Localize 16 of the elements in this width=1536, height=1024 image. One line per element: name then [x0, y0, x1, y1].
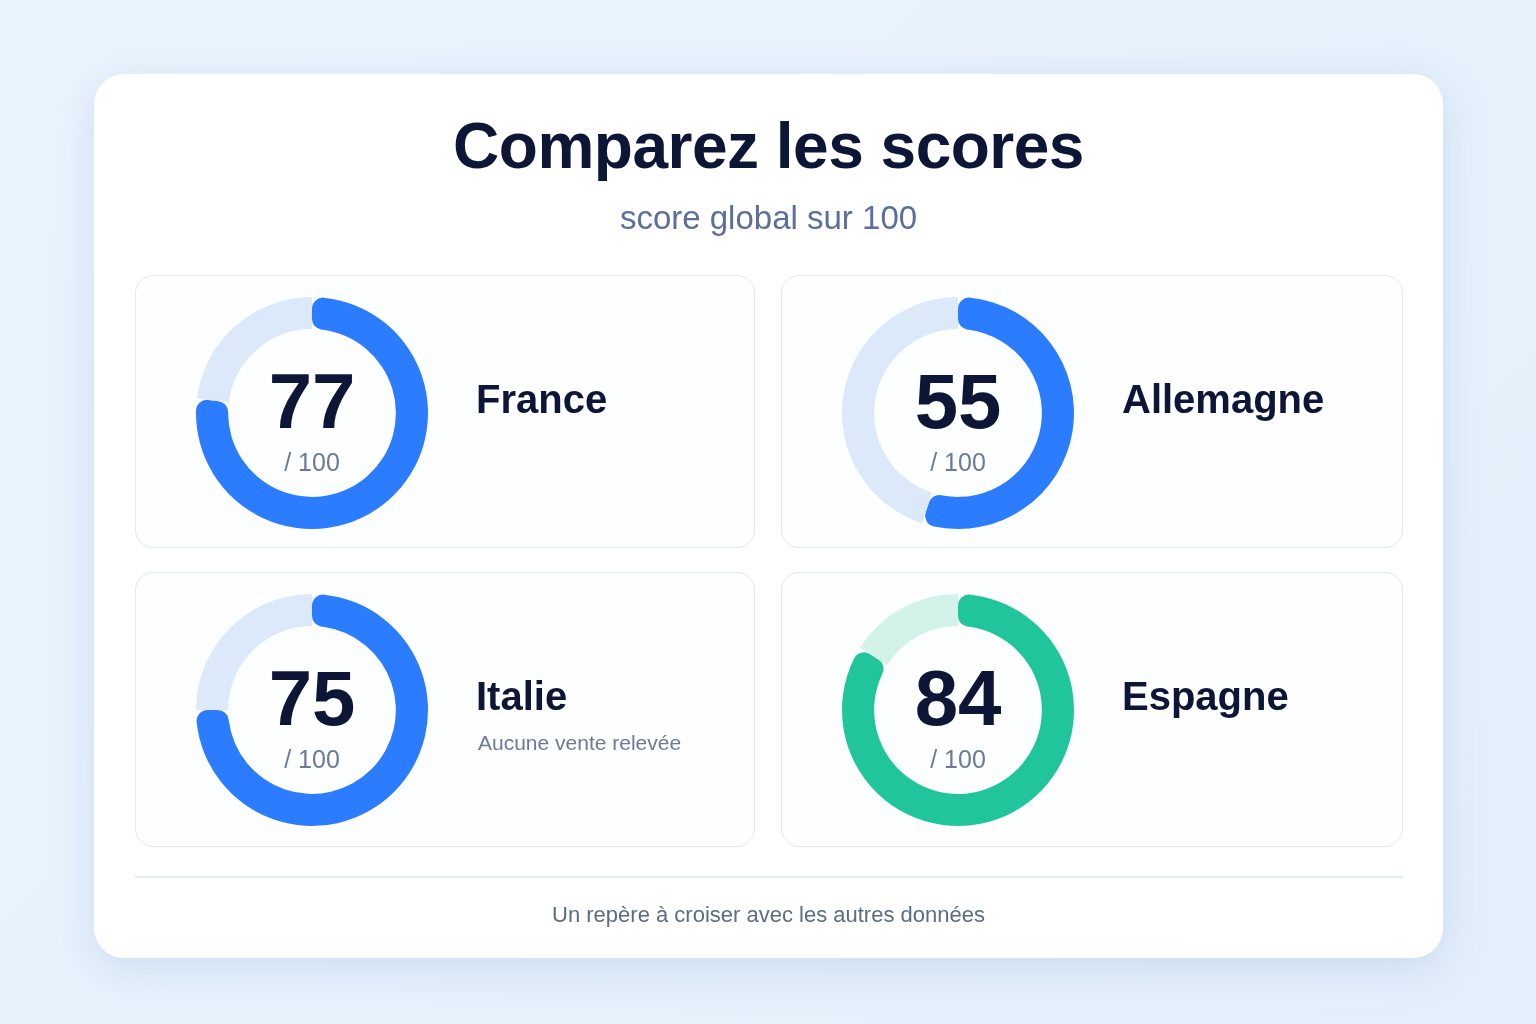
- text: France: [476, 376, 608, 423]
- text: Un repère à croiser avec les autres données: [551, 901, 986, 929]
- data-label: 77: [268, 356, 356, 445]
- text: score global sur 100: [618, 198, 919, 238]
- text: / 100: [930, 744, 986, 773]
- text: Aucune vente relevée: [478, 730, 682, 756]
- data-label: 55: [914, 356, 1002, 445]
- text: Allemagne: [1122, 376, 1325, 423]
- text: Italie: [476, 673, 568, 720]
- data-label: 75: [268, 653, 356, 742]
- text: / 100: [930, 447, 986, 476]
- text: / 100: [284, 744, 340, 773]
- text: / 100: [284, 447, 340, 476]
- text: Espagne: [1122, 673, 1289, 720]
- data-label: 84: [914, 653, 1002, 742]
- text: Comparez les scores: [452, 109, 1085, 184]
